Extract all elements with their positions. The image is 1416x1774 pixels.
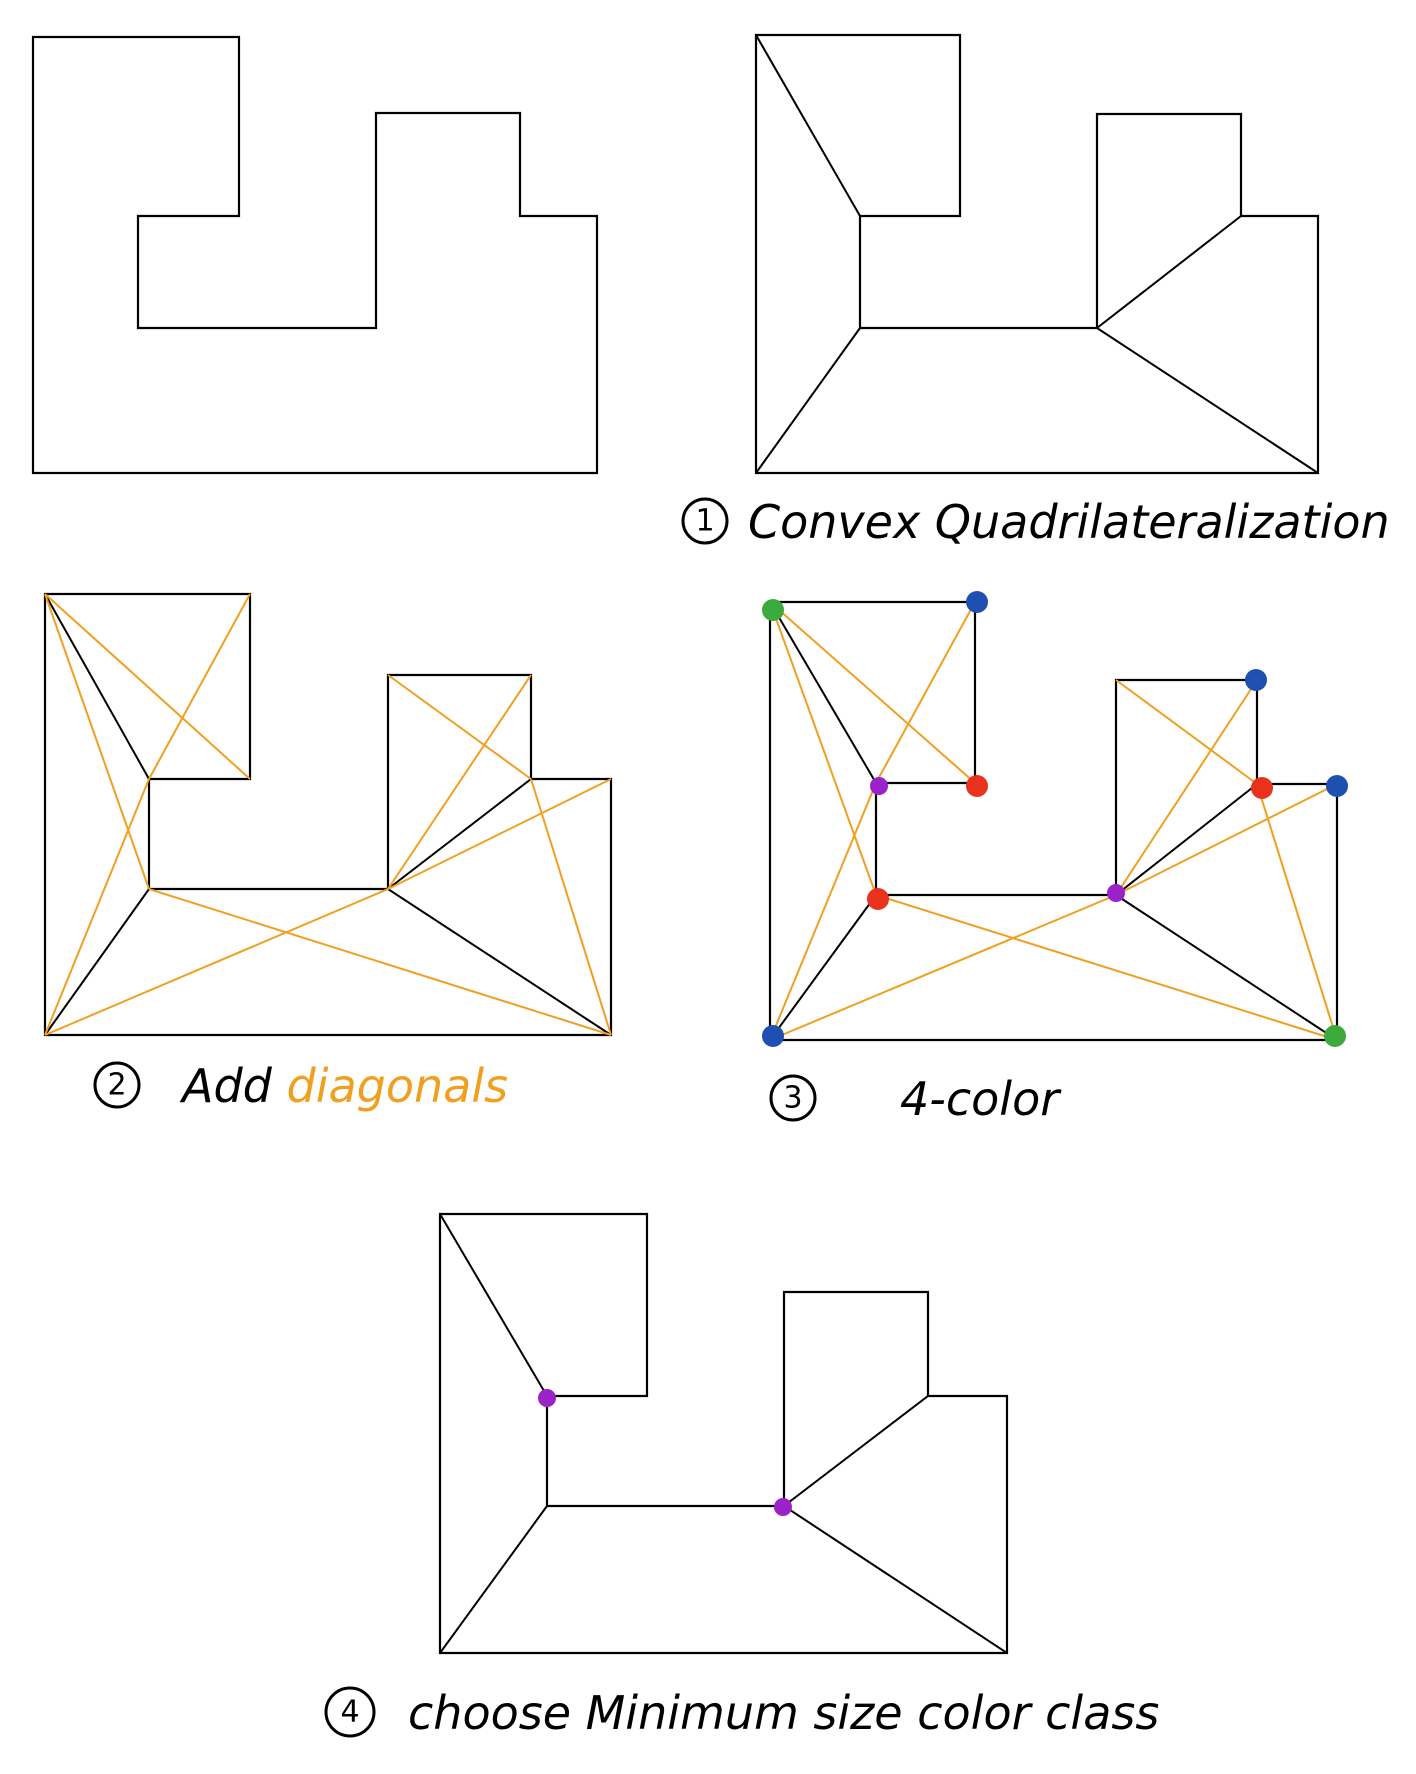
quad-edge (783, 1505, 1008, 1654)
step-circle (324, 1686, 376, 1738)
diagonal (1115, 679, 1258, 896)
diagonal (44, 593, 251, 780)
panel-caption: Convex Quadrilateralization (748, 495, 1390, 549)
purple-guard-dot (538, 1389, 556, 1407)
polygon-outline (754, 33, 1320, 475)
quad-edge (755, 34, 861, 217)
panel-minimum-color-class: 4 choose Minimum size color class (324, 1212, 1159, 1740)
diagonal (769, 782, 877, 1041)
diagonal (387, 674, 532, 890)
green-vertex-dot (762, 599, 784, 621)
quad-edge (783, 1395, 929, 1507)
step-number: 4 (340, 1695, 359, 1730)
quad-edge (1115, 894, 1338, 1041)
step-circle (681, 497, 729, 545)
diagonal (875, 601, 976, 784)
diagonal (1115, 783, 1338, 896)
step-number: 3 (783, 1081, 802, 1116)
quad-edge (439, 1505, 548, 1654)
diagonal (148, 888, 612, 1036)
diagonal (44, 778, 150, 1036)
step-badge: 2 (93, 1061, 141, 1109)
quad-edge (44, 888, 150, 1036)
diagonal (769, 894, 1117, 1041)
diagonal (44, 888, 389, 1036)
diagonal (769, 601, 976, 784)
quad-edge (769, 601, 877, 784)
blue-vertex-dot (1245, 669, 1267, 691)
quad-edge (439, 1213, 548, 1397)
panel-original-polygon (31, 35, 599, 475)
blue-vertex-dot (1326, 775, 1348, 797)
diagonal (148, 593, 251, 780)
diagonal (769, 601, 877, 896)
polygon-outline (438, 1212, 1009, 1655)
quad-edge (387, 778, 532, 890)
quad-edge (44, 593, 150, 780)
quad-edge (769, 894, 877, 1041)
diagonal (387, 674, 532, 780)
red-vertex-dot (1251, 777, 1273, 799)
diagonal (875, 894, 1338, 1041)
green-vertex-dot (1324, 1025, 1346, 1047)
purple-vertex-dot (1107, 884, 1125, 902)
polygon-outline (768, 600, 1339, 1042)
step-badge: 3 (769, 1074, 817, 1122)
blue-vertex-dot (762, 1025, 784, 1047)
panel-caption: 4-color (900, 1072, 1062, 1126)
blue-vertex-dot (966, 591, 988, 613)
diagonal (387, 778, 612, 890)
panel-four-color: 3 4-color (762, 591, 1348, 1126)
purple-guard-dot (774, 1498, 792, 1516)
step-circle (769, 1074, 817, 1122)
panel-quadrilateralization: 1 Convex Quadrilateralization (681, 33, 1390, 549)
quad-edge (387, 888, 612, 1036)
diagonal (1256, 783, 1338, 1041)
polygon-outline (43, 592, 613, 1037)
quad-edge (755, 327, 861, 474)
quad-edge (1096, 327, 1319, 474)
panel-add-diagonals: 2 Add diagonals (43, 592, 613, 1113)
red-vertex-dot (966, 775, 988, 797)
quad-edge (1115, 783, 1258, 896)
diagonal (530, 778, 612, 1036)
vertex-colors (762, 591, 1348, 1047)
step-number: 2 (107, 1068, 126, 1103)
step-number: 1 (695, 504, 714, 539)
red-vertex-dot (867, 888, 889, 910)
step-badge: 1 (681, 497, 729, 545)
step-circle (93, 1061, 141, 1109)
diagonal (44, 593, 150, 890)
guard-vertices (538, 1389, 792, 1516)
polygon-outline (31, 35, 599, 475)
step-badge: 4 (324, 1686, 376, 1738)
quad-edge (1096, 215, 1242, 329)
panel-caption: Add diagonals (179, 1059, 508, 1113)
panel-caption: choose Minimum size color class (408, 1686, 1159, 1740)
purple-vertex-dot (870, 777, 888, 795)
diagonal (1115, 679, 1258, 785)
